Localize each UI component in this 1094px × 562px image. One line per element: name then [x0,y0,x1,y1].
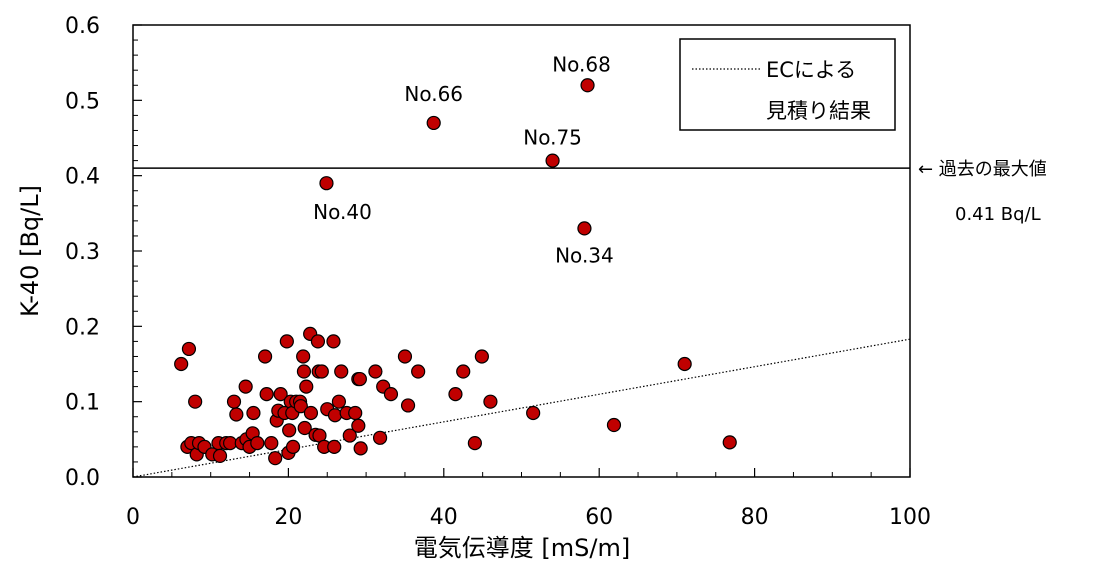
data-point [456,364,471,379]
data-point [250,436,265,451]
y-tick-label: 0.2 [65,315,100,340]
y-tick-label: 0.0 [65,466,100,491]
legend-label-line1: ECによる [766,58,856,82]
data-point [448,387,463,402]
data-point [426,115,441,131]
y-tick-label: 0.6 [65,14,100,39]
data-point [483,394,498,409]
data-point [351,418,366,433]
data-point [246,405,261,421]
x-tick-label: 60 [585,505,613,530]
data-point [677,356,692,372]
point-annotation: No.68 [552,52,611,76]
data-point [282,423,297,438]
y-axis-label: K-40 [Bq/L] [16,185,44,317]
data-point [181,341,197,357]
data-point [226,394,242,409]
data-point [577,221,592,236]
data-point [257,349,273,364]
data-point [327,408,343,423]
data-point [238,379,253,394]
data-point [352,371,367,387]
reference-line-value: 0.41 Bq/L [955,204,1041,225]
data-point [268,451,283,466]
data-point [259,387,274,402]
ticks-layer: 0.0 0.1 0.2 0.3 0.4 0.5 0.6 0 20 40 60 80 100 [65,14,931,530]
legend-label-line2: 見積り結果 [766,99,871,123]
annotations-layer: No.68 No.66 No.75 No.40 No.34 [313,52,614,267]
legend-box [679,38,896,131]
data-point [326,334,341,349]
data-point [273,387,288,402]
point-annotation: No.40 [313,200,372,224]
data-point [303,405,319,421]
x-tick-label: 0 [126,505,140,530]
data-point [397,349,413,364]
data-point [474,349,489,364]
data-point [467,436,482,451]
data-point [327,439,342,454]
data-point [212,448,228,464]
point-annotation: No.75 [523,126,582,150]
x-tick-label: 80 [741,505,769,530]
data-point [296,349,311,364]
data-point [331,394,347,409]
data-point [264,436,279,451]
data-point [314,364,329,379]
data-point [606,417,622,433]
x-axis-label: 電気伝導度 [mS/m] [414,534,630,562]
data-point [348,405,363,421]
data-point [310,334,326,349]
data-point [545,153,560,168]
data-point [296,364,312,379]
y-tick-label: 0.3 [65,240,100,265]
data-point [372,430,388,445]
point-annotation: No.34 [555,243,614,267]
point-annotation: No.66 [404,82,463,106]
y-tick-label: 0.1 [65,391,100,416]
x-tick-label: 100 [889,505,931,530]
data-point [299,379,314,394]
y-tick-label: 0.5 [65,89,100,114]
data-point [722,435,737,450]
data-point [188,394,203,409]
data-point [353,441,368,456]
data-point [400,398,416,413]
reference-line-labels: ← 過去の最大値 0.41 Bq/L [918,159,1047,225]
data-point [297,420,312,436]
data-point [285,439,301,454]
reference-line-label: ← 過去の最大値 [918,159,1047,180]
data-point [223,436,238,451]
data-point [383,387,399,402]
y-tick-label: 0.4 [65,165,100,190]
data-point [411,364,426,379]
x-tick-label: 40 [430,505,458,530]
x-tick-label: 20 [274,505,302,530]
markers-layer [174,78,737,466]
data-point [580,78,595,93]
data-point [229,407,244,422]
data-point [279,334,294,349]
data-point [342,428,357,443]
data-point [174,356,189,372]
data-point [334,364,349,379]
data-point [293,399,308,414]
data-point [319,176,334,191]
data-point [526,405,541,421]
data-point [368,364,383,379]
